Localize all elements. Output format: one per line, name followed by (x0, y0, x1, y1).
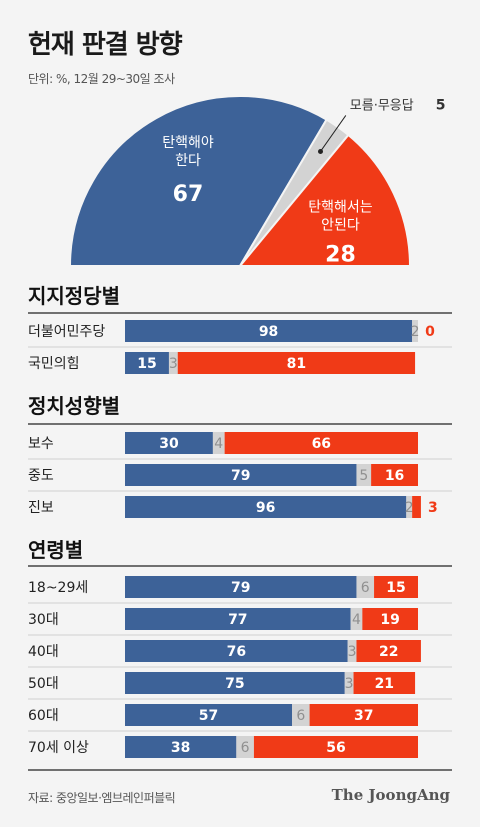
bar-label-2-5-2: 56 (326, 740, 345, 756)
bar-seg-2-2-1 (347, 640, 357, 662)
pie-slice-2 (237, 133, 412, 267)
pie-value-0: 67 (173, 182, 204, 207)
pie-value-1: 5 (436, 97, 446, 113)
bar-label-2-5-1: 6 (241, 740, 250, 756)
bar-seg-1-2-1 (406, 496, 413, 518)
bar-label-1-2-2: 3 (428, 500, 438, 516)
bar-seg-1-1-1 (356, 464, 372, 486)
row-label-1-1: 중도 (28, 468, 54, 484)
row-label-2-1: 30대 (28, 612, 59, 628)
bar-seg-2-4-0 (125, 704, 293, 726)
bar-seg-2-0-0 (125, 576, 357, 598)
bar-seg-2-3-0 (125, 672, 345, 694)
bar-label-2-2-1: 3 (348, 644, 357, 660)
bar-seg-0-1-2 (177, 352, 416, 374)
bar-seg-2-5-1 (236, 736, 254, 758)
bar-label-2-2-0: 76 (227, 644, 246, 660)
bar-label-2-3-2: 21 (375, 676, 394, 692)
brand-logo: The JoongAng (331, 786, 450, 804)
pie-label-1-line-0: 모름·무응답 (350, 98, 414, 113)
bar-seg-2-0-2 (374, 576, 418, 598)
pie-label-0-line-1: 한다 (175, 153, 201, 169)
unit-note: 단위: %, 12월 29~30일 조사 (28, 72, 175, 86)
row-label-1-0: 보수 (28, 436, 54, 452)
bar-label-2-0-2: 15 (386, 580, 405, 596)
row-label-2-5: 70세 이상 (28, 740, 89, 756)
bar-seg-2-5-0 (125, 736, 237, 758)
bar-seg-1-2-0 (125, 496, 407, 518)
bar-seg-2-4-1 (292, 704, 310, 726)
bar-seg-1-0-1 (212, 432, 225, 454)
bar-label-2-3-1: 3 (345, 676, 354, 692)
pie-callout-line (320, 115, 347, 152)
bar-label-1-0-1: 4 (214, 436, 223, 452)
bar-seg-2-1-1 (350, 608, 363, 630)
pie-label-2-line-0: 탄핵해서는 (308, 199, 373, 215)
group-title-2: 연령별 (28, 538, 83, 562)
bar-label-1-2-1: 2 (405, 500, 414, 516)
bar-seg-1-0-0 (125, 432, 213, 454)
bar-label-2-0-1: 6 (361, 580, 370, 596)
bar-seg-2-0-1 (356, 576, 375, 598)
bar-seg-2-3-1 (344, 672, 354, 694)
bar-label-1-1-1: 5 (359, 468, 368, 484)
bar-label-2-1-0: 77 (228, 612, 247, 628)
bar-label-0-1-2: 81 (287, 356, 306, 372)
bar-label-0-1-0: 15 (137, 356, 156, 372)
bar-label-2-5-0: 38 (171, 740, 190, 756)
bar-seg-1-1-0 (125, 464, 357, 486)
row-label-2-0: 18~29세 (28, 580, 88, 596)
group-title-0: 지지정당별 (28, 284, 120, 308)
row-label-0-1: 국민의힘 (28, 356, 80, 372)
pie-value-2: 28 (325, 242, 356, 267)
row-label-0-0: 더불어민주당 (28, 324, 105, 340)
bar-seg-1-2-2 (412, 496, 421, 518)
pie-label-2-line-1: 안된다 (321, 217, 360, 233)
group-title-1: 정치성향별 (28, 394, 120, 418)
bar-seg-2-1-2 (362, 608, 418, 630)
bar-label-0-0-2: 0 (425, 324, 435, 340)
bar-seg-0-1-0 (125, 352, 169, 374)
bar-label-2-2-2: 22 (379, 644, 398, 660)
bar-label-1-0-2: 66 (312, 436, 331, 452)
pie-slice-0 (68, 95, 328, 267)
bar-label-1-2-0: 96 (256, 500, 275, 516)
bar-label-2-0-0: 79 (231, 580, 250, 596)
bar-seg-1-0-2 (224, 432, 418, 454)
bar-seg-2-3-2 (353, 672, 416, 694)
bar-seg-2-4-2 (309, 704, 418, 726)
bar-seg-2-2-0 (125, 640, 348, 662)
bar-label-0-1-1: 3 (169, 356, 178, 372)
bar-seg-0-0-0 (125, 320, 413, 342)
bar-label-2-3-0: 75 (225, 676, 244, 692)
bar-label-1-0-0: 30 (159, 436, 179, 452)
bar-seg-2-1-0 (125, 608, 351, 630)
bar-seg-2-5-2 (253, 736, 418, 758)
bar-label-2-1-1: 4 (352, 612, 361, 628)
bar-label-0-0-0: 98 (259, 324, 278, 340)
bar-label-2-4-0: 57 (199, 708, 218, 724)
pie-label-0-line-0: 탄핵해야 (162, 135, 214, 151)
bar-label-1-1-0: 79 (231, 468, 250, 484)
bar-seg-2-2-2 (356, 640, 421, 662)
row-label-2-4: 60대 (28, 708, 59, 724)
bar-label-2-4-1: 6 (296, 708, 305, 724)
bar-seg-0-0-1 (412, 320, 418, 342)
row-label-1-2: 진보 (28, 500, 54, 516)
page-title: 헌재 판결 방향 (28, 30, 183, 60)
source-note: 자료: 중앙일보·엠브레인퍼블릭 (28, 791, 176, 805)
bar-label-2-4-2: 37 (354, 708, 373, 724)
bar-label-0-0-1: 2 (411, 324, 420, 340)
bar-seg-1-1-2 (371, 464, 418, 486)
row-label-2-3: 50대 (28, 676, 59, 692)
bar-label-1-1-2: 16 (385, 468, 404, 484)
row-label-2-2: 40대 (28, 644, 59, 660)
bar-label-2-1-2: 19 (380, 612, 399, 628)
bar-seg-0-1-1 (168, 352, 178, 374)
